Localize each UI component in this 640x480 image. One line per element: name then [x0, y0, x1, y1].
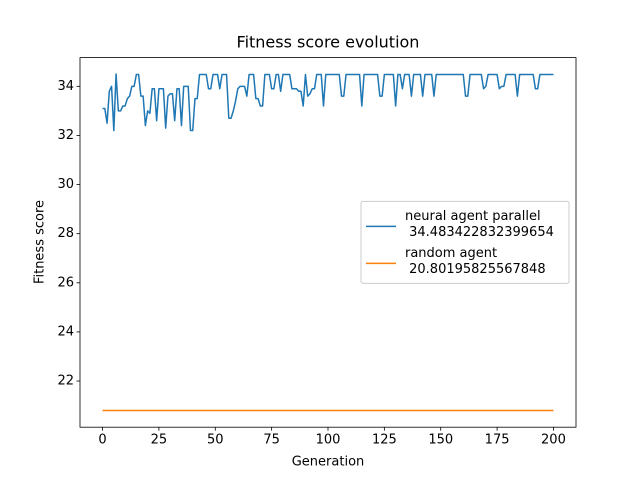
x-tick-label: 150 — [428, 433, 453, 448]
y-tick-label: 30 — [57, 177, 74, 192]
x-tick-label: 75 — [263, 433, 280, 448]
y-tick-label: 32 — [57, 128, 74, 143]
y-tick-label: 28 — [57, 226, 74, 241]
x-tick-label: 175 — [485, 433, 510, 448]
y-tick-label: 24 — [57, 324, 74, 339]
x-tick-label: 125 — [372, 433, 397, 448]
x-axis-label: Generation — [292, 455, 365, 470]
y-tick-label: 34 — [57, 79, 74, 94]
x-tick-label: 100 — [316, 433, 341, 448]
legend-label: random agent 20.80195825567848 — [405, 246, 546, 278]
x-tick-label: 50 — [207, 433, 224, 448]
chart-title: Fitness score evolution — [237, 33, 420, 52]
legend-box — [360, 200, 570, 284]
x-tick-label: 200 — [541, 433, 566, 448]
series-line — [102, 73, 554, 132]
axes-frame — [79, 57, 577, 428]
x-tick-label: 0 — [98, 433, 106, 448]
y-tick-label: 26 — [57, 275, 74, 290]
y-axis-label: Fitness score — [33, 200, 48, 284]
x-tick-label: 25 — [151, 433, 168, 448]
legend-label: neural agent parallel 34.483422832399654 — [405, 209, 554, 241]
y-tick-label: 22 — [57, 374, 74, 389]
